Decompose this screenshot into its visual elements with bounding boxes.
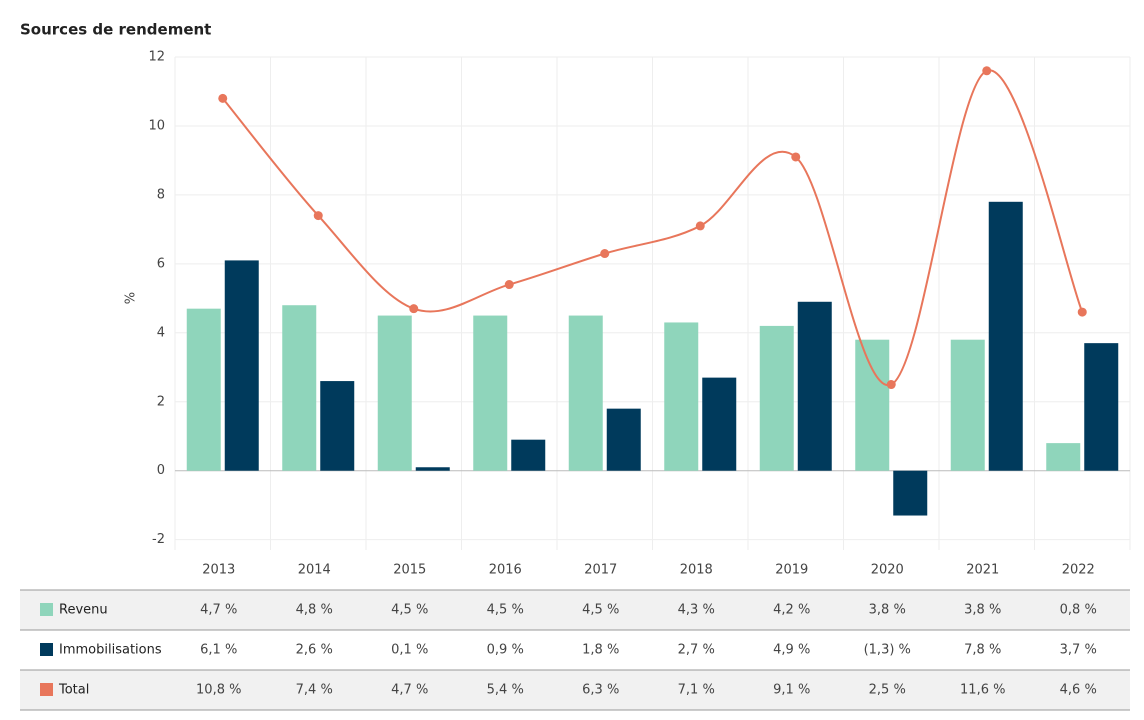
- y-tick-label: 2: [157, 394, 165, 409]
- table-cell: 2,5 %: [869, 683, 906, 698]
- point: [982, 66, 992, 76]
- y-tick-label: 0: [157, 463, 165, 478]
- table-cell: 4,7 %: [200, 603, 237, 618]
- table-cell: 7,4 %: [296, 683, 333, 698]
- x-tick-label: 2015: [393, 563, 426, 578]
- table-cell: 4,5 %: [582, 603, 619, 618]
- bar: [950, 339, 985, 471]
- point: [886, 380, 896, 390]
- point: [313, 211, 323, 221]
- bar: [282, 305, 317, 471]
- y-tick-label: -2: [152, 532, 165, 547]
- bar: [511, 439, 546, 471]
- table-cell: 11,6 %: [960, 683, 1005, 698]
- y-tick-label: 12: [148, 50, 165, 65]
- legend-label: Revenu: [59, 603, 108, 618]
- bar: [606, 408, 641, 471]
- point: [1077, 307, 1087, 317]
- legend-swatch: [40, 683, 53, 696]
- bar: [855, 339, 890, 471]
- legend-swatch: [40, 643, 53, 656]
- table-cell: 10,8 %: [196, 683, 241, 698]
- table-cell: 3,8 %: [964, 603, 1001, 618]
- table-cell: 6,3 %: [582, 683, 619, 698]
- table-cell: 2,6 %: [296, 643, 333, 658]
- point: [600, 249, 610, 259]
- bar: [664, 322, 699, 471]
- x-tick-label: 2014: [298, 563, 331, 578]
- table-cell: 0,9 %: [487, 643, 524, 658]
- y-tick-label: 8: [157, 187, 165, 202]
- bar: [759, 325, 794, 471]
- table-cell: 2,7 %: [678, 643, 715, 658]
- bar: [893, 470, 928, 516]
- table-cell: 4,5 %: [391, 603, 428, 618]
- table-cell: 4,5 %: [487, 603, 524, 618]
- point: [695, 221, 705, 231]
- table-cell: 4,6 %: [1060, 683, 1097, 698]
- bar: [186, 308, 221, 471]
- table-cell: 4,7 %: [391, 683, 428, 698]
- bar: [1084, 343, 1119, 471]
- y-tick-label: 4: [157, 325, 165, 340]
- x-tick-label: 2020: [871, 563, 904, 578]
- bar: [568, 315, 603, 471]
- bar: [797, 301, 832, 471]
- point: [409, 304, 419, 314]
- bar: [377, 315, 412, 471]
- bar: [988, 201, 1023, 471]
- table-cell: (1,3) %: [864, 643, 911, 658]
- point: [218, 93, 228, 103]
- table-cell: 0,1 %: [391, 643, 428, 658]
- table-cell: 4,2 %: [773, 603, 810, 618]
- legend-label: Total: [58, 683, 89, 698]
- table-cell: 1,8 %: [582, 643, 619, 658]
- table-cell: 4,3 %: [678, 603, 715, 618]
- table-row-bg: [20, 670, 1130, 710]
- table-cell: 3,7 %: [1060, 643, 1097, 658]
- table-cell: 0,8 %: [1060, 603, 1097, 618]
- x-tick-label: 2021: [966, 563, 999, 578]
- table-cell: 7,8 %: [964, 643, 1001, 658]
- chart-title: Sources de rendement: [20, 21, 211, 39]
- table-cell: 3,8 %: [869, 603, 906, 618]
- x-tick-label: 2013: [202, 563, 235, 578]
- x-tick-label: 2019: [775, 563, 808, 578]
- x-tick-label: 2017: [584, 563, 617, 578]
- bar: [415, 467, 450, 471]
- bar: [1046, 443, 1081, 471]
- x-tick-label: 2016: [489, 563, 522, 578]
- y-tick-label: 6: [157, 256, 165, 271]
- legend-swatch: [40, 603, 53, 616]
- table-cell: 4,9 %: [773, 643, 810, 658]
- legend-label: Immobilisations: [59, 643, 162, 658]
- bar: [702, 377, 737, 471]
- table-cell: 4,8 %: [296, 603, 333, 618]
- table-cell: 5,4 %: [487, 683, 524, 698]
- table-row-bg: [20, 590, 1130, 630]
- line: [221, 69, 1084, 386]
- y-tick-label: 10: [148, 118, 165, 133]
- table-cell: 9,1 %: [773, 683, 810, 698]
- point: [504, 280, 514, 290]
- bar: [224, 260, 259, 471]
- bar: [473, 315, 508, 471]
- point: [791, 152, 801, 162]
- table-cell: 6,1 %: [200, 643, 237, 658]
- y-axis-label: %: [124, 292, 139, 304]
- x-tick-label: 2018: [680, 563, 713, 578]
- table-cell: 7,1 %: [678, 683, 715, 698]
- bar: [320, 381, 355, 471]
- x-tick-label: 2022: [1062, 563, 1095, 578]
